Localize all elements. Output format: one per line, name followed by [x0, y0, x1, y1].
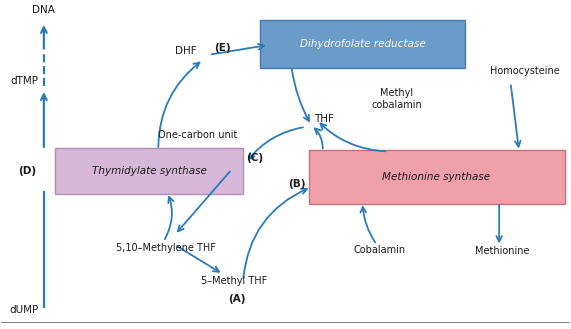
Text: 5–Methyl THF: 5–Methyl THF — [202, 276, 268, 286]
Text: Cobalamin: Cobalamin — [353, 245, 406, 255]
Text: dUMP: dUMP — [9, 305, 38, 315]
Text: THF: THF — [314, 114, 334, 124]
Text: 5,10–Methylene THF: 5,10–Methylene THF — [116, 243, 216, 253]
FancyBboxPatch shape — [55, 148, 243, 194]
FancyBboxPatch shape — [308, 150, 565, 204]
Text: (D): (D) — [18, 166, 37, 176]
Text: dTMP: dTMP — [10, 76, 38, 86]
Text: (C): (C) — [246, 153, 263, 163]
Text: Methionine: Methionine — [475, 246, 529, 256]
Text: Dihydrofolate reductase: Dihydrofolate reductase — [300, 39, 425, 49]
Text: (E): (E) — [215, 43, 231, 53]
Text: One-carbon unit: One-carbon unit — [158, 130, 237, 140]
Text: Methionine synthase: Methionine synthase — [383, 172, 490, 182]
Text: DHF: DHF — [175, 46, 197, 57]
Text: Homocysteine: Homocysteine — [490, 66, 560, 76]
Text: DNA: DNA — [33, 6, 55, 15]
Text: Methyl
cobalamin: Methyl cobalamin — [371, 88, 422, 110]
Text: (A): (A) — [228, 294, 246, 304]
Text: Thymidylate synthase: Thymidylate synthase — [92, 166, 207, 176]
FancyBboxPatch shape — [260, 20, 465, 68]
Text: (B): (B) — [288, 179, 306, 189]
